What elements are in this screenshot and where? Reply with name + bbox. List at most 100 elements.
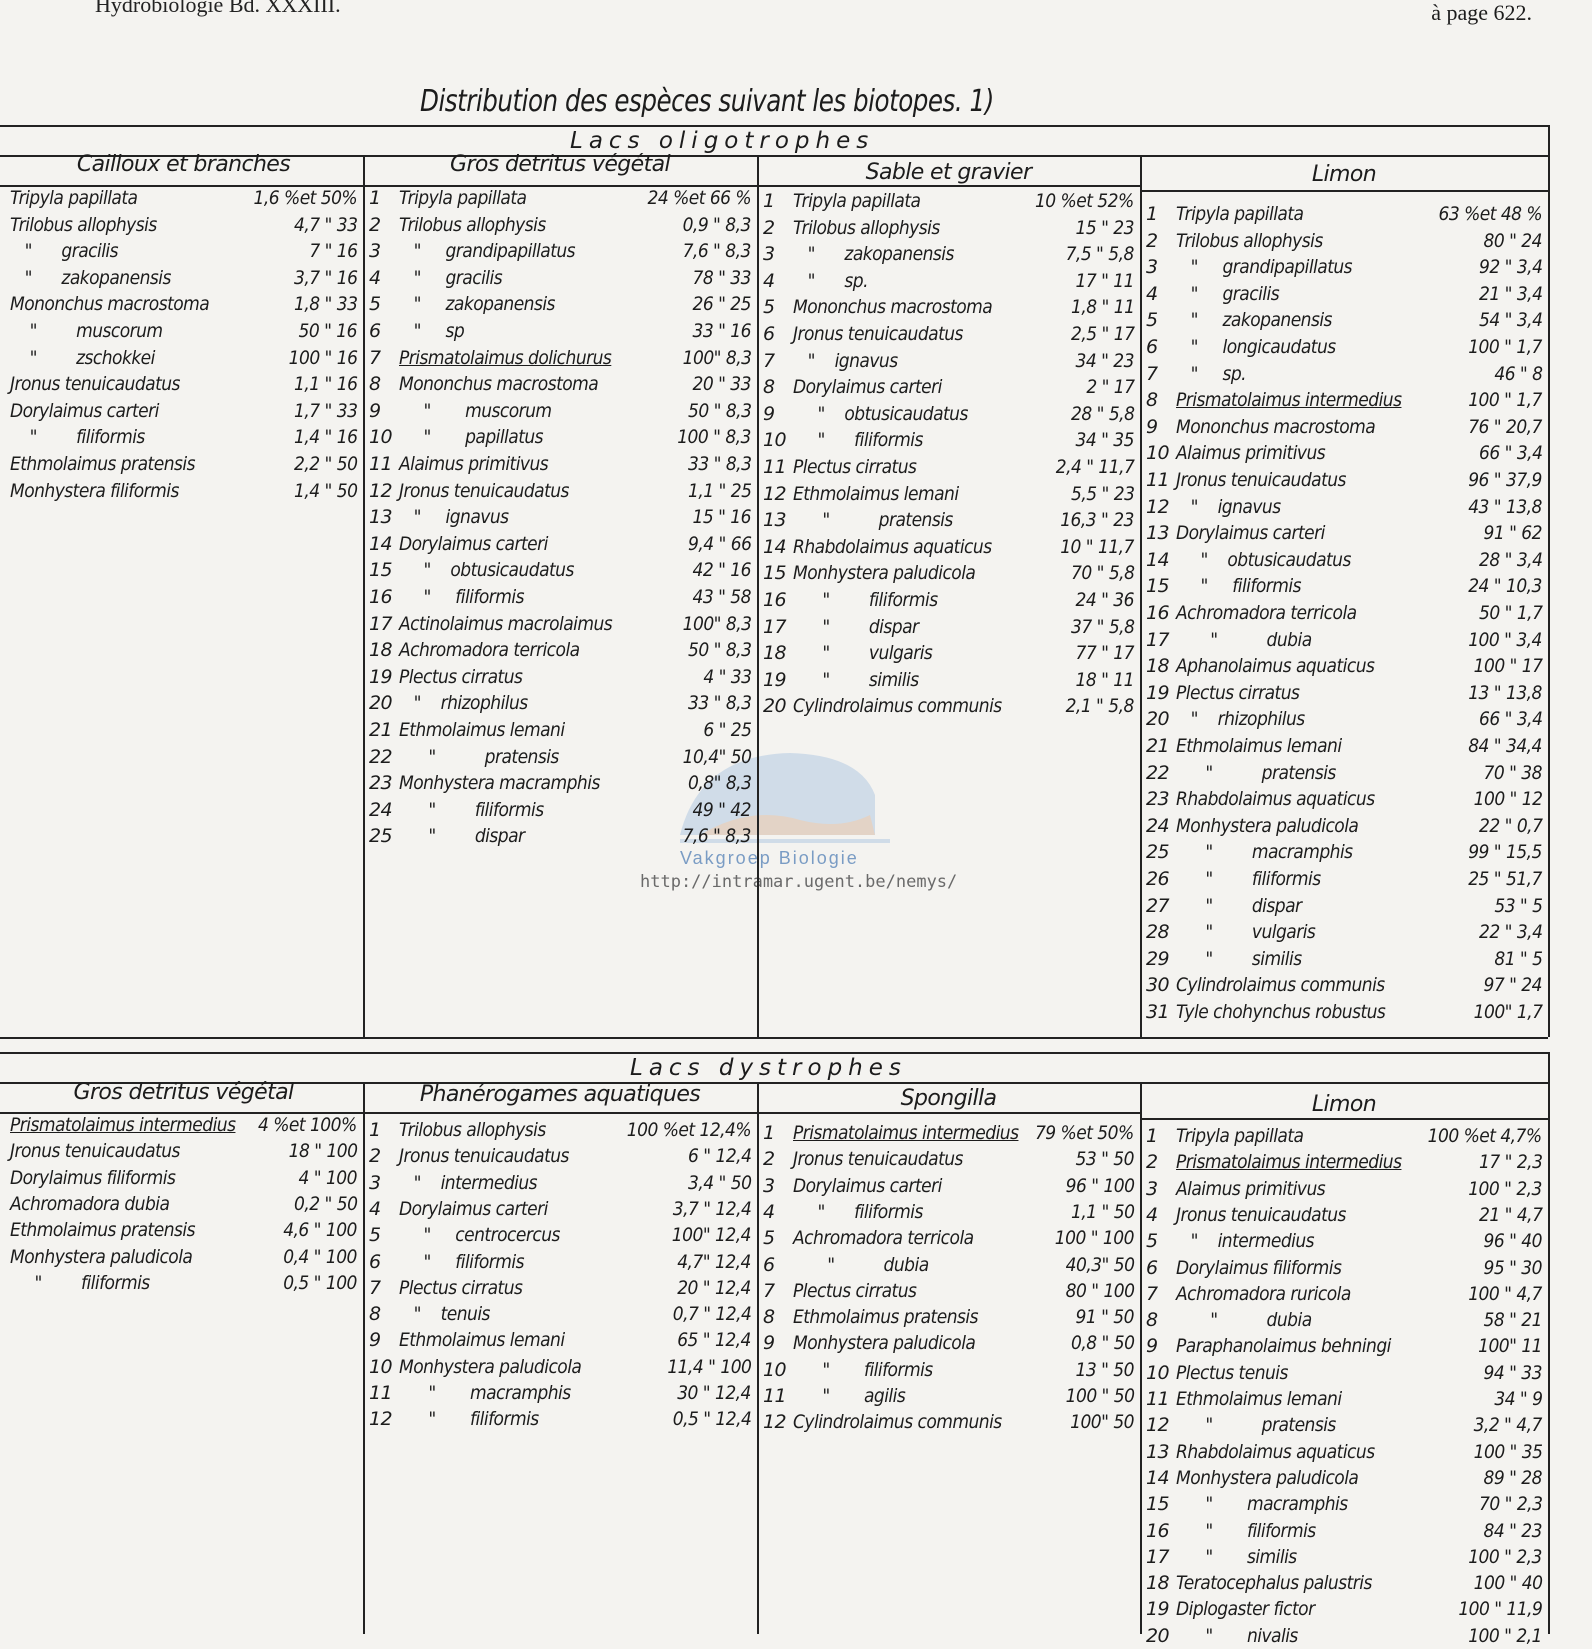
- species-name: Ethmolaimus pratensis: [10, 453, 195, 475]
- percentage-values: 100 " 12: [1473, 788, 1542, 811]
- species-name: " vulgaris: [793, 642, 933, 665]
- table-row: 10 Plectus tenuis 94 " 33: [1146, 1360, 1543, 1386]
- row-number: 1: [763, 190, 775, 212]
- species-name: Ethmolaimus lemani: [793, 482, 959, 505]
- species-name: Trilobus allophysis: [1176, 229, 1323, 252]
- table-row: 6 " dubia 40,3" 50: [763, 1252, 1135, 1278]
- percentage-values: 100 " 16: [288, 346, 357, 369]
- table-row: 8 Mononchus macrostoma 20 " 33: [369, 371, 752, 397]
- percentage-values: 53 " 5: [1493, 894, 1543, 917]
- percentage-values: 0,9 " 8,3: [682, 213, 752, 236]
- species-name: " pratensis: [793, 509, 953, 532]
- row-number: 4: [1146, 1203, 1158, 1226]
- row-number: 5: [369, 1224, 381, 1247]
- species-name: " tenuis: [399, 1303, 491, 1326]
- species-name: Achromadora terricola: [399, 639, 580, 662]
- row-number: 8: [763, 376, 775, 399]
- species-name: Plectus cirratus: [793, 1279, 917, 1302]
- percentage-values: 4,7 " 33: [293, 213, 358, 236]
- species-name: " centrocercus: [399, 1224, 560, 1247]
- row-number: 3: [1146, 1177, 1158, 1200]
- table-row: 30 Cylindrolaimus communis 97 " 24: [1146, 972, 1543, 998]
- species-name: " dispar: [793, 615, 919, 638]
- table-row: 20 " rhizophilus 66 " 3,4: [1146, 706, 1543, 732]
- table-row: 18 " vulgaris 77 " 17: [763, 640, 1135, 666]
- row-number: 11: [369, 453, 393, 475]
- species-name: Trilobus allophysis: [399, 213, 546, 236]
- row-number: 20: [763, 695, 787, 718]
- species-name: Mononchus macrostoma: [10, 293, 210, 316]
- table-row: Tripyla papillata 1,6 %et 50%: [10, 185, 358, 211]
- species-name: " zakopanensis: [10, 266, 172, 289]
- percentage-values: 28 " 3,4: [1478, 548, 1543, 571]
- row-number: 15: [1146, 1493, 1170, 1516]
- percentage-values: 2,4 " 11,7: [1055, 456, 1134, 478]
- percentage-values: 84 " 23: [1483, 1519, 1543, 1542]
- table-row: 29 " similis 81 " 5: [1146, 946, 1543, 972]
- table-row: 3 " grandipapillatus 92 " 3,4: [1146, 254, 1543, 280]
- percentage-values: 94 " 33: [1483, 1361, 1543, 1384]
- table-row: 19 Plectus cirratus 4 " 33: [369, 664, 752, 690]
- percentage-values: 3,7 " 16: [293, 266, 358, 289]
- row-number: 26: [1146, 868, 1170, 890]
- table-row: 12 Jronus tenuicaudatus 1,1 " 25: [369, 478, 752, 504]
- species-name: " sp.: [793, 269, 869, 292]
- table-row: 24 Monhystera paludicola 22 " 0,7: [1146, 813, 1543, 839]
- species-name: Rhabdolaimus aquaticus: [1176, 1440, 1375, 1463]
- percentage-values: 1,8 " 33: [293, 293, 358, 316]
- running-head: Hydrobiologie Bd. XXXIII.: [95, 0, 341, 17]
- percentage-values: 77 " 17: [1075, 642, 1135, 665]
- row-number: 13: [763, 509, 787, 532]
- row-number: 4: [369, 266, 381, 289]
- table-row: 22 " pratensis 70 " 38: [1146, 760, 1543, 786]
- table-row: 6 Dorylaimus filiformis 95 " 30: [1146, 1255, 1543, 1281]
- species-name: " sp.: [1176, 362, 1247, 385]
- table-row: 9 " obtusicaudatus 28 " 5,8: [763, 401, 1135, 427]
- species-name: " macramphis: [399, 1382, 571, 1404]
- table-row: 1 Tripyla papillata 24 %et 66 %: [369, 185, 752, 211]
- percentage-values: 3,7 " 12,4: [672, 1197, 751, 1220]
- table-row: 10 " filiformis 13 " 50: [763, 1357, 1135, 1383]
- table-row: " gracilis 7 " 16: [10, 238, 358, 264]
- table-row: 10 " papillatus 100 " 8,3: [369, 424, 752, 450]
- species-name: Alaimus primitivus: [399, 453, 549, 475]
- table-row: 5 " intermedius 96 " 40: [1146, 1228, 1543, 1254]
- species-name: " macramphis: [1176, 1493, 1348, 1516]
- species-name: Dorylaimus carteri: [793, 376, 942, 399]
- species-name: Achromadora ruricola: [1176, 1282, 1351, 1305]
- table-row: 20 " nivalis 100 " 2,1: [1146, 1623, 1543, 1649]
- species-name: Prismatolaimus intermedius: [1176, 389, 1402, 412]
- table-row: 20 Cylindrolaimus communis 2,1 " 5,8: [763, 693, 1135, 719]
- percentage-values: 66 " 3,4: [1478, 442, 1543, 465]
- row-number: 20: [369, 692, 393, 715]
- percentage-values: 6 " 12,4: [687, 1145, 752, 1168]
- table-bottom-rule: [0, 1037, 1548, 1039]
- table-row: " zschokkei 100 " 16: [10, 345, 358, 371]
- species-name: " ignavus: [399, 506, 509, 529]
- percentage-values: 5,5 " 23: [1070, 482, 1135, 505]
- species-name: Monhystera paludicola: [793, 1332, 976, 1355]
- species-name: Trilobus allophysis: [793, 216, 940, 239]
- species-name: Tripyla papillata: [1176, 1125, 1304, 1147]
- table-row: 1 Prismatolaimus intermedius 79 %et 50%: [763, 1120, 1135, 1146]
- table-row: 3 " intermedius 3,4 " 50: [369, 1170, 752, 1196]
- row-number: 11: [763, 1385, 787, 1407]
- table-row: 31 Tyle chohynchus robustus 100" 1,7: [1146, 999, 1543, 1025]
- species-name: " intermedius: [399, 1171, 538, 1194]
- row-number: 7: [1146, 362, 1158, 385]
- table-row: 15 " filiformis 24 " 10,3: [1146, 573, 1543, 599]
- species-name: Monhystera paludicola: [793, 562, 976, 585]
- table-row: 21 Ethmolaimus lemani 84 " 34,4: [1146, 733, 1543, 759]
- row-number: 20: [1146, 708, 1170, 731]
- percentage-values: 1,8 " 11: [1070, 296, 1135, 319]
- row-number: 8: [763, 1306, 775, 1329]
- species-name: " pratensis: [1176, 761, 1336, 784]
- percentage-values: 100 " 8,3: [677, 426, 751, 449]
- percentage-values: 0,8 " 50: [1070, 1332, 1135, 1355]
- row-number: 29: [1146, 947, 1170, 970]
- table-row: 3 " grandipapillatus 7,6 " 8,3: [369, 238, 752, 264]
- percentage-values: 100 " 11,9: [1457, 1598, 1543, 1621]
- column-header: Phanérogames aquatiques: [419, 1082, 701, 1107]
- page-reference: à page 622.: [1431, 0, 1532, 25]
- row-number: 8: [1146, 1309, 1158, 1332]
